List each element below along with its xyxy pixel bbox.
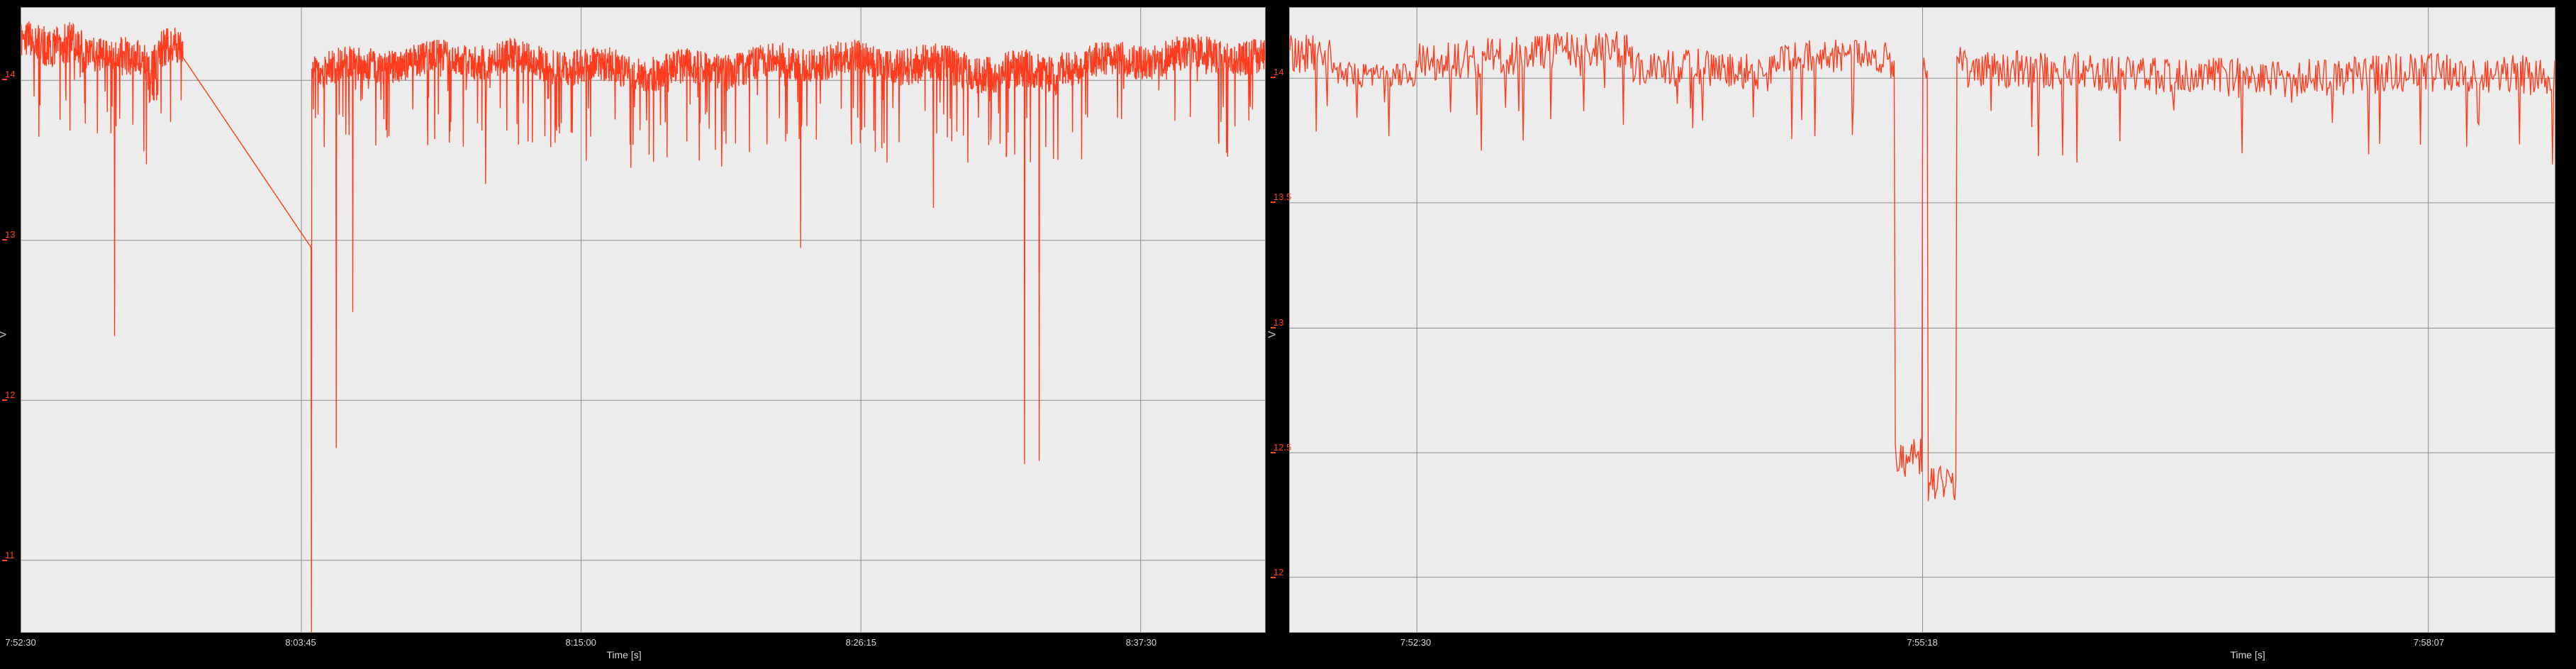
left-chart-panel: 14 13 12 11 7:52:30 8:03:45 8:15:00 8:26:15 8:3… — [0, 0, 1276, 669]
left-xtick-label: 8:03:45 — [285, 637, 316, 648]
right-x-axis-title: Time [s] — [2230, 649, 2265, 660]
left-ytick-mark — [2, 238, 7, 240]
left-x-axis-title: Time [s] — [606, 649, 642, 660]
right-ytick-label: 13 — [1273, 316, 1284, 328]
left-ytick-mark — [2, 560, 7, 562]
right-xtick-label: 7:52:30 — [1400, 637, 1432, 648]
left-plot-area[interactable] — [21, 7, 1266, 633]
right-ytick-label: 12 — [1273, 567, 1284, 578]
right-ytick-mark — [1271, 326, 1276, 328]
left-xtick-label: 8:15:00 — [565, 637, 596, 648]
right-ytick-label: 13.5 — [1273, 192, 1292, 203]
left-ytick-label: 12 — [5, 389, 16, 401]
right-plot-canvas — [1290, 8, 2555, 632]
right-xtick-label: 7:55:18 — [1907, 637, 1938, 648]
left-xtick-label: 8:37:30 — [1125, 637, 1157, 648]
left-xtick-label: 8:26:15 — [845, 637, 876, 648]
right-ytick-mark — [1271, 577, 1276, 579]
voltage-trace — [21, 21, 1265, 632]
left-ytick-label: 14 — [5, 68, 16, 79]
left-ytick-label: 11 — [5, 550, 15, 561]
right-xtick-label: 7:58:07 — [2413, 637, 2445, 648]
right-ytick-mark — [1271, 76, 1276, 78]
right-plot-area[interactable] — [1289, 7, 2555, 633]
right-ytick-label: 12.5 — [1273, 441, 1292, 453]
voltage-trace — [1290, 31, 2555, 501]
right-ytick-mark — [1271, 451, 1276, 453]
right-ytick-label: 14 — [1273, 66, 1284, 77]
left-ytick-mark — [2, 78, 7, 80]
left-plot-canvas — [21, 8, 1265, 632]
right-chart-panel: 14 13.5 13 12.5 12 7:52:30 7:55:18 7:58:07 Tim… — [1266, 0, 2576, 669]
left-ytick-label: 13 — [5, 228, 16, 240]
left-xtick-label: 7:52:30 — [5, 637, 36, 648]
left-ytick-mark — [2, 399, 7, 402]
right-y-axis-title: V — [1266, 331, 1278, 338]
left-y-axis-title: V — [0, 331, 9, 338]
right-ytick-mark — [1271, 201, 1276, 204]
